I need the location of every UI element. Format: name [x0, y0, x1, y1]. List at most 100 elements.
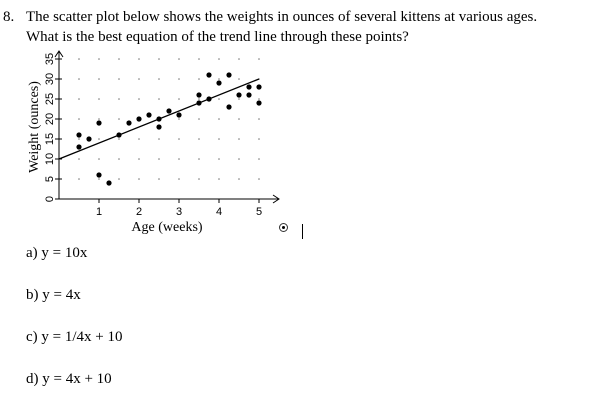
y-tick-label: 35	[44, 53, 56, 65]
data-point	[96, 120, 102, 126]
grid-dot	[98, 58, 100, 60]
grid-dot	[238, 138, 240, 140]
y-tick-label: 15	[44, 133, 56, 145]
grid-dot	[178, 58, 180, 60]
grid-dot	[238, 158, 240, 160]
data-point	[136, 116, 142, 122]
grid-dot	[118, 158, 120, 160]
data-point	[166, 108, 172, 114]
grid-dot	[258, 178, 260, 180]
grid-dot	[198, 98, 200, 100]
text-cursor-icon	[302, 224, 303, 239]
grid-dot	[98, 118, 100, 120]
grid-dot	[78, 158, 80, 160]
grid-dot	[218, 58, 220, 60]
data-point	[256, 84, 262, 90]
grid-dot	[118, 118, 120, 120]
grid-dot	[178, 98, 180, 100]
data-point	[236, 92, 242, 98]
option-a-letter: a)	[26, 245, 38, 261]
option-b-text: y = 4x	[42, 287, 81, 303]
grid-dot	[98, 138, 100, 140]
grid-dot	[118, 178, 120, 180]
y-axis-title: Weight (ounces)	[27, 81, 42, 173]
x-tick-label: 1	[96, 206, 102, 218]
x-axis-title: Age (weeks)	[131, 220, 202, 235]
x-axis-arrow	[272, 194, 280, 204]
question-text-line-1: The scatter plot below shows the weights…	[26, 9, 538, 25]
grid-dot	[258, 58, 260, 60]
grid-dot	[138, 98, 140, 100]
grid-dot	[198, 58, 200, 60]
option-a[interactable]: a) y = 10x	[26, 245, 87, 262]
grid-dot	[158, 98, 160, 100]
data-point	[226, 104, 232, 110]
grid-dot	[78, 98, 80, 100]
grid-dot	[178, 138, 180, 140]
grid-dot	[238, 118, 240, 120]
grid-dot	[78, 58, 80, 60]
grid-dot	[158, 138, 160, 140]
grid-dot	[78, 118, 80, 120]
grid-dot	[198, 138, 200, 140]
grid-dot	[218, 118, 220, 120]
option-c[interactable]: c) y = 1/4x + 10	[26, 329, 123, 346]
grid-dot	[178, 158, 180, 160]
y-tick-label: 25	[44, 93, 56, 105]
grid-dot	[118, 138, 120, 140]
data-point	[126, 120, 132, 126]
data-point	[76, 144, 82, 150]
data-point	[196, 100, 202, 106]
grid-dot	[198, 158, 200, 160]
radio-button-icon[interactable]	[279, 223, 288, 232]
data-point	[76, 132, 82, 138]
data-point	[116, 132, 122, 138]
option-d[interactable]: d) y = 4x + 10	[26, 371, 112, 388]
grid-dot	[198, 78, 200, 80]
data-point	[246, 92, 252, 98]
grid-dot	[258, 158, 260, 160]
grid-dot	[98, 78, 100, 80]
grid-dot	[118, 78, 120, 80]
grid-dot	[78, 178, 80, 180]
data-point	[206, 72, 212, 78]
grid-dot	[258, 118, 260, 120]
grid-dot	[138, 158, 140, 160]
grid-dot	[218, 78, 220, 80]
data-point	[146, 112, 152, 118]
grid-dot	[178, 178, 180, 180]
grid-dot	[118, 98, 120, 100]
question-text-line-2: What is the best equation of the trend l…	[26, 29, 409, 45]
option-a-text: y = 10x	[41, 245, 88, 261]
y-axis-arrow	[54, 50, 64, 58]
answer-radio-area[interactable]	[279, 221, 309, 241]
grid-dot	[198, 178, 200, 180]
grid-dot	[98, 98, 100, 100]
grid-dot	[138, 78, 140, 80]
grid-dot	[198, 118, 200, 120]
grid-dot	[78, 78, 80, 80]
data-point	[176, 112, 182, 118]
y-tick-label: 30	[44, 73, 56, 85]
x-tick-label: 4	[216, 206, 222, 218]
data-point	[216, 80, 222, 86]
data-point	[196, 92, 202, 98]
option-b[interactable]: b) y = 4x	[26, 287, 81, 304]
option-b-letter: b)	[26, 287, 39, 303]
grid-dot	[258, 138, 260, 140]
grid-dot	[178, 78, 180, 80]
grid-dot	[158, 78, 160, 80]
option-c-text: y = 1/4x + 10	[41, 329, 123, 345]
grid-dot	[158, 158, 160, 160]
grid-dot	[218, 138, 220, 140]
question-number: 8.	[3, 9, 15, 25]
data-point	[206, 96, 212, 102]
y-tick-label: 10	[44, 153, 56, 165]
grid-dot	[218, 178, 220, 180]
grid-dot	[238, 178, 240, 180]
grid-dot	[118, 58, 120, 60]
data-point	[226, 72, 232, 78]
grid-dot	[78, 138, 80, 140]
grid-dot	[218, 98, 220, 100]
